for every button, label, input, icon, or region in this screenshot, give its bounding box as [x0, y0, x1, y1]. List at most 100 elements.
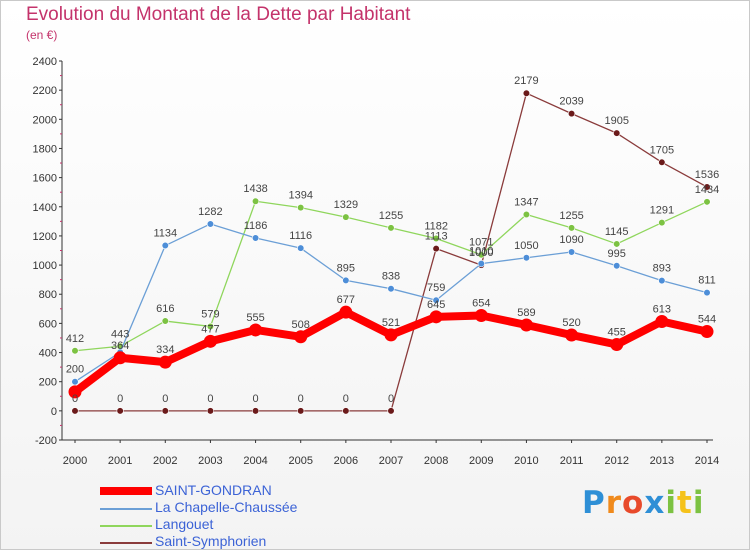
y-tick-label: 600	[39, 318, 57, 330]
data-point	[567, 224, 576, 232]
data-label: 759	[427, 282, 445, 294]
data-point	[387, 285, 395, 293]
data-point	[477, 251, 485, 259]
data-label: 1394	[288, 190, 312, 202]
data-label: 579	[201, 308, 219, 320]
logo-letter: P	[582, 485, 606, 521]
data-label: 1182	[424, 221, 448, 233]
data-point	[387, 407, 395, 415]
data-point	[158, 355, 172, 369]
data-label: 443	[111, 328, 129, 340]
data-label: 1255	[379, 210, 403, 222]
legend-label-la-chapelle-chaussee: La Chapelle-Chaussée	[155, 499, 298, 515]
data-label: 654	[472, 298, 490, 310]
chart-title: Evolution du Montant de la Dette par Hab…	[26, 4, 411, 25]
data-label: 364	[111, 340, 129, 352]
data-label: 1116	[289, 230, 312, 242]
data-point	[522, 210, 531, 219]
y-tick-label: 400	[39, 348, 57, 360]
data-point	[613, 129, 621, 137]
data-label: 589	[517, 307, 535, 319]
data-label: 995	[608, 248, 626, 260]
x-tick-label: 2008	[424, 455, 448, 467]
data-label: 1255	[559, 210, 583, 222]
data-label: 0	[298, 393, 304, 405]
data-point	[384, 328, 398, 342]
y-tick-label: -200	[35, 435, 57, 447]
data-point	[519, 318, 533, 332]
data-label: 0	[343, 393, 349, 405]
data-point	[342, 213, 350, 221]
data-point	[522, 89, 531, 97]
data-label: 334	[156, 344, 174, 356]
data-point	[206, 322, 215, 331]
data-point	[703, 289, 711, 297]
data-label: 1905	[604, 115, 628, 127]
data-label: 0	[162, 393, 168, 405]
data-label: 1134	[153, 228, 177, 240]
logo-letter: o	[622, 485, 645, 521]
data-label: 2039	[559, 96, 583, 108]
data-point	[113, 351, 127, 365]
data-point	[297, 204, 305, 212]
data-point	[432, 296, 440, 304]
legend-swatch-saint-gondran	[100, 487, 152, 495]
data-point	[342, 407, 350, 415]
data-label: 1347	[514, 196, 538, 208]
data-point	[251, 234, 260, 242]
legend-label-saint-symphorien: Saint-Symphorien	[155, 533, 267, 549]
x-tick-label: 2003	[198, 455, 222, 467]
data-label: 2179	[514, 75, 538, 87]
data-label: 677	[337, 294, 355, 306]
data-label: 477	[201, 323, 219, 335]
x-tick-label: 2006	[334, 455, 358, 467]
data-point	[342, 276, 350, 284]
data-label: 0	[72, 393, 78, 405]
data-point	[251, 407, 260, 415]
data-label: 0	[253, 393, 259, 405]
x-tick-label: 2005	[288, 455, 312, 467]
data-label: 645	[427, 299, 445, 311]
data-point	[474, 309, 488, 323]
x-tick-label: 2012	[604, 455, 628, 467]
data-label: 613	[653, 303, 671, 315]
data-label: 520	[562, 317, 580, 329]
data-label: 1329	[334, 199, 358, 211]
data-point	[432, 245, 440, 253]
data-point	[565, 328, 579, 342]
legend-swatch-saint-symphorien	[100, 542, 152, 544]
data-label: 895	[337, 262, 355, 274]
data-label: 200	[66, 364, 84, 376]
data-point	[567, 248, 576, 256]
data-point	[387, 224, 395, 232]
data-point	[522, 254, 531, 262]
y-tick-label: 1000	[33, 260, 57, 272]
data-point	[613, 240, 621, 248]
data-label: 838	[382, 271, 400, 283]
data-point	[700, 325, 714, 339]
data-point	[703, 183, 711, 191]
data-point	[297, 407, 305, 415]
data-label: 1434	[695, 184, 719, 196]
data-label: 508	[292, 319, 310, 331]
data-label: 1090	[559, 234, 583, 246]
data-point	[71, 407, 79, 415]
logo-letter: i	[692, 485, 705, 521]
x-tick-label: 2011	[560, 455, 584, 467]
data-label: 0	[117, 393, 123, 405]
x-tick-label: 2014	[695, 455, 719, 467]
data-label: 1050	[514, 240, 538, 252]
y-tick-label: 1200	[33, 231, 57, 243]
data-point	[249, 323, 263, 337]
data-label: 1071	[469, 237, 493, 249]
y-tick-label: 1800	[33, 143, 57, 155]
logo-letter: i	[665, 485, 677, 521]
chart-subtitle: (en €)	[26, 28, 58, 42]
data-point	[71, 347, 79, 355]
data-point	[203, 334, 217, 348]
x-tick-label: 2001	[108, 455, 132, 467]
data-label: 1113	[425, 231, 448, 243]
data-point	[432, 234, 440, 243]
